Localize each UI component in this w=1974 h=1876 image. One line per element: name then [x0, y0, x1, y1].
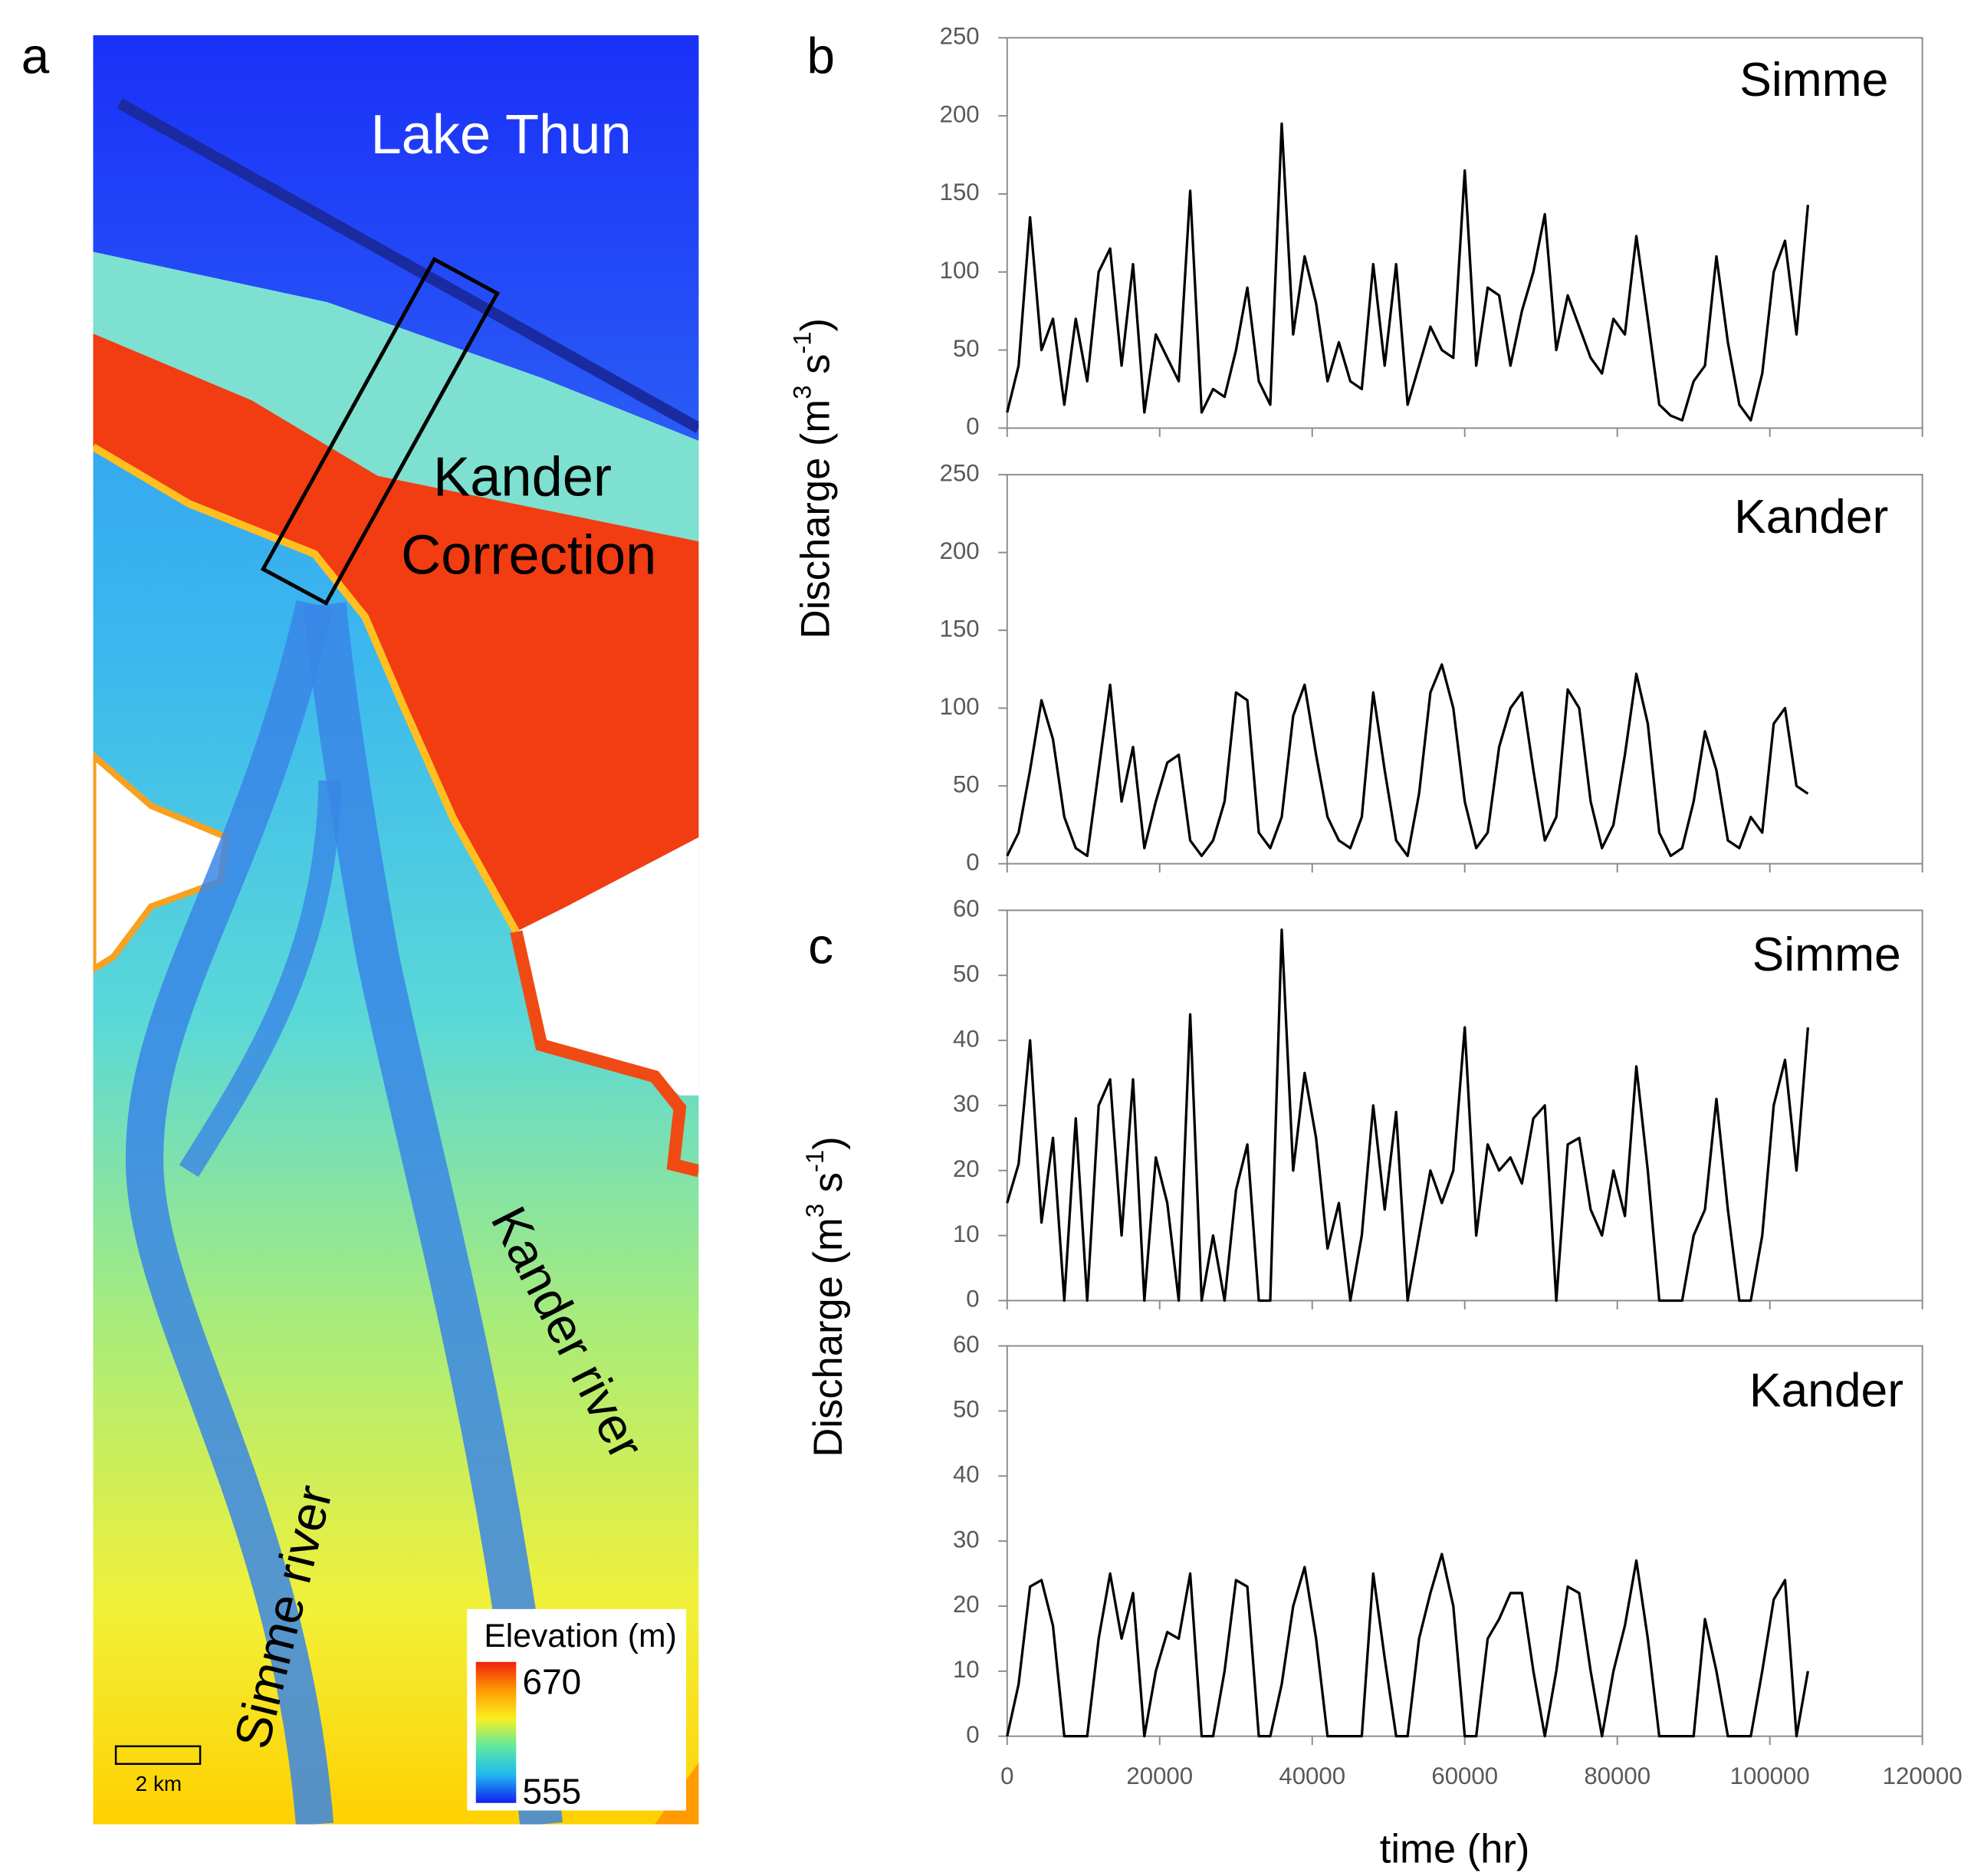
x-tick-label: 60000: [1431, 1763, 1498, 1789]
colorbar: [476, 1662, 517, 1803]
elevation-map: [94, 35, 699, 1825]
y-tick-label: 0: [966, 849, 979, 876]
scale-bar-label: 2 km: [136, 1772, 182, 1796]
discharge-line: [1007, 665, 1808, 856]
y-tick-label: 100: [940, 257, 980, 284]
x-tick-label: 0: [1000, 1763, 1013, 1789]
map-label: Lake Thun: [371, 104, 632, 166]
y-axis-label-part: 3: [800, 1204, 829, 1217]
discharge-line: [1007, 930, 1808, 1301]
y-axis-label-part: Discharge (m: [793, 399, 838, 639]
y-axis-label-part: ): [806, 1136, 851, 1150]
y-tick-label: 50: [953, 960, 980, 987]
y-tick-label: 50: [953, 335, 980, 362]
y-tick-label: 200: [940, 537, 980, 564]
y-axis-label-part: ): [793, 318, 838, 332]
y-tick-label: 30: [953, 1526, 980, 1552]
x-tick-label: 20000: [1126, 1763, 1193, 1789]
y-tick-label: 60: [953, 1331, 980, 1358]
y-tick-label: 250: [940, 23, 980, 50]
map-label: Kander: [433, 446, 612, 508]
y-tick-label: 20: [953, 1591, 980, 1618]
chart-title: Simme: [1739, 54, 1888, 107]
y-axis-label-part: -1: [800, 1150, 829, 1172]
y-tick-label: 0: [966, 1721, 979, 1748]
y-tick-label: 40: [953, 1461, 980, 1488]
y-axis-label-part: s: [793, 354, 838, 386]
y-tick-label: 50: [953, 770, 980, 797]
chart-title: Kander: [1749, 1364, 1903, 1417]
y-axis-label-part: Discharge (m: [806, 1217, 851, 1457]
colorbar-label: 670: [523, 1661, 582, 1701]
y-axis-label: Discharge (m3 s-1): [800, 1136, 851, 1457]
y-tick-label: 200: [940, 100, 980, 127]
colorbar-title: Elevation (m): [484, 1618, 676, 1654]
y-tick-label: 100: [940, 693, 980, 720]
colorbar-label: 555: [523, 1771, 582, 1811]
map-label: Correction: [401, 524, 656, 586]
chart-title: Simme: [1752, 928, 1901, 981]
y-tick-label: 10: [953, 1221, 980, 1247]
y-tick-label: 60: [953, 895, 980, 922]
y-tick-label: 0: [966, 1286, 979, 1313]
y-tick-label: 50: [953, 1396, 980, 1423]
y-axis-label-part: 3: [788, 386, 816, 399]
y-tick-label: 40: [953, 1025, 980, 1052]
panel-label: b: [806, 28, 835, 84]
x-tick-label: 100000: [1730, 1763, 1810, 1789]
y-tick-label: 20: [953, 1155, 980, 1182]
y-tick-label: 250: [940, 459, 980, 486]
y-tick-label: 150: [940, 615, 980, 642]
chart-title: Kander: [1734, 491, 1888, 544]
panel-label: c: [808, 918, 833, 974]
y-tick-label: 0: [966, 413, 979, 440]
x-tick-label: 120000: [1883, 1763, 1963, 1789]
figure: a Lake Thun Kander Correction Kander riv…: [0, 0, 1974, 1876]
panel-label: a: [21, 28, 50, 84]
x-tick-label: 40000: [1279, 1763, 1345, 1789]
y-tick-label: 150: [940, 179, 980, 205]
y-tick-label: 30: [953, 1090, 980, 1117]
x-axis-label: time (hr): [1380, 1827, 1530, 1872]
y-axis-label: Discharge (m3 s-1): [788, 318, 839, 639]
discharge-line: [1007, 1554, 1808, 1736]
y-axis-label-part: s: [806, 1172, 851, 1204]
x-tick-label: 80000: [1584, 1763, 1650, 1789]
y-tick-label: 10: [953, 1656, 980, 1683]
y-axis-label-part: -1: [788, 331, 816, 353]
page: {"chart_data":[ {"type":"map","panel_lab…: [0, 0, 1974, 1876]
discharge-line: [1007, 123, 1808, 420]
